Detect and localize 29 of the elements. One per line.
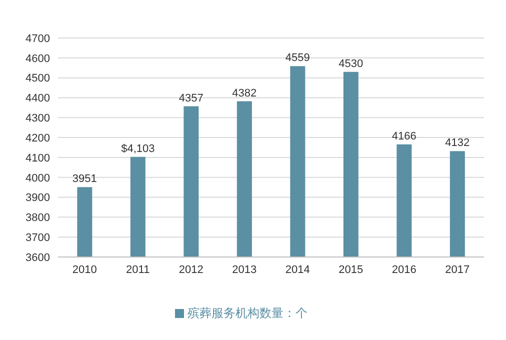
y-tick-label: 4200 — [26, 132, 50, 144]
y-tick-label: 4400 — [26, 92, 50, 105]
data-label: 4559 — [285, 52, 310, 64]
y-tick-label: 4100 — [26, 152, 50, 164]
x-tick-label: 2017 — [445, 264, 470, 276]
data-label: 4132 — [445, 137, 470, 150]
data-label: 4530 — [338, 58, 364, 70]
x-tick-label: 2014 — [285, 264, 310, 276]
legend-label: 殡葬服务机构数量：个 — [188, 306, 308, 320]
data-label: 3951 — [72, 173, 97, 186]
data-label: 4357 — [178, 92, 204, 104]
y-tick-label: 3700 — [26, 232, 50, 244]
x-tick-label: 2011 — [126, 264, 150, 276]
data-label: $4,103 — [121, 142, 155, 155]
data-label: 4166 — [392, 130, 416, 142]
y-tick-label: 3900 — [26, 192, 50, 204]
x-tick-label: 2012 — [178, 264, 204, 276]
y-tick-label: 3800 — [26, 212, 50, 224]
y-tick-label: 3600 — [26, 252, 50, 264]
x-tick-label: 2016 — [392, 264, 416, 276]
y-tick-label: 4700 — [26, 32, 50, 45]
x-tick-label: 2015 — [338, 264, 364, 276]
y-tick-label: 4500 — [26, 72, 50, 85]
y-tick-label: 4300 — [26, 112, 50, 125]
x-tick-label: 2010 — [72, 264, 97, 276]
data-label: 4382 — [232, 87, 257, 100]
y-tick-label: 4000 — [26, 172, 50, 184]
x-tick-label: 2013 — [232, 264, 257, 276]
y-tick-label: 4600 — [26, 52, 50, 65]
